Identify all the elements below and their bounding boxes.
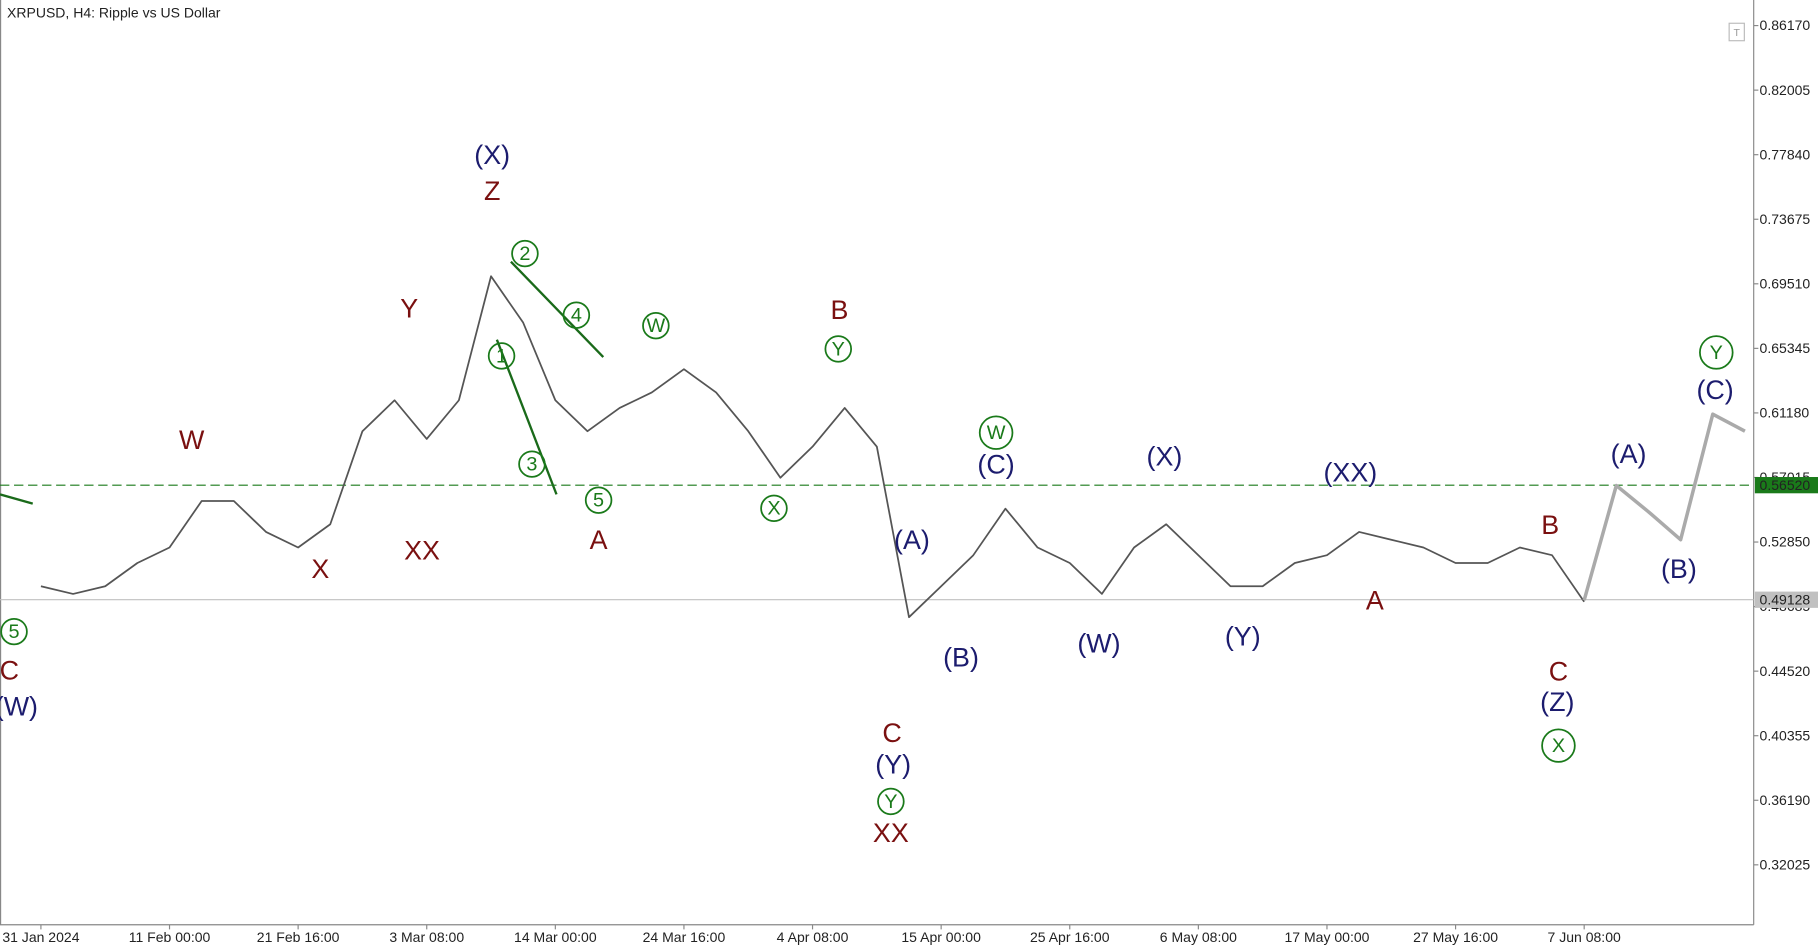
wave-circle: [978, 415, 1014, 450]
wave-label: 3: [526, 454, 537, 476]
wave-label: (X): [1147, 441, 1183, 471]
wave-label: X: [311, 554, 329, 584]
price-tag: [1754, 477, 1818, 494]
y-tick-label: 0.52850: [1760, 534, 1811, 550]
wave-label: (X): [474, 140, 510, 170]
wave-label: (B): [943, 643, 979, 673]
wave-label: 4: [571, 305, 582, 327]
wave-label: (A): [1611, 439, 1647, 469]
chart-title: XRPUSD, H4: Ripple vs US Dollar: [7, 4, 221, 20]
wave-label: (Y): [1225, 622, 1261, 652]
wave-label: (A): [894, 525, 930, 555]
x-tick-label: 17 May 00:00: [1284, 929, 1369, 945]
y-tick-label: 0.69510: [1760, 275, 1811, 291]
y-tick-label: 0.86170: [1760, 17, 1811, 33]
wave-label: Y: [1710, 342, 1723, 364]
wave-circle: [487, 342, 516, 370]
wave-circle: [1541, 728, 1576, 763]
wave-label: W: [179, 425, 205, 455]
wave-label: 5: [593, 490, 604, 512]
trend-lines: [0, 260, 605, 505]
y-tick-label: 0.82005: [1760, 82, 1811, 98]
y-tick-label: 0.65345: [1760, 340, 1811, 356]
wave-label: Y: [884, 791, 897, 813]
y-tick-label: 0.44520: [1760, 663, 1811, 679]
wave-label: A: [590, 525, 608, 555]
wave-label: Y: [832, 338, 845, 360]
y-tick-label: 0.77840: [1760, 146, 1811, 162]
y-tick-label: 0.32025: [1760, 857, 1811, 873]
wave-circle: [824, 335, 853, 363]
x-tick-label: 11 Feb 00:00: [129, 929, 211, 945]
price-tag-label: 0.56520: [1760, 477, 1811, 493]
wave-label: (Z): [1540, 687, 1574, 717]
x-tick-label: 3 Mar 08:00: [389, 929, 464, 945]
wave-circle: [642, 312, 670, 340]
wave-label: C: [882, 718, 901, 748]
wave-label: (B): [1661, 554, 1697, 584]
y-tick-label: 0.61180: [1760, 405, 1810, 421]
trend-line: [510, 260, 605, 358]
wave-label: X: [1552, 735, 1565, 757]
wave-label: 5: [8, 621, 19, 643]
toolbar-icon: T: [1734, 28, 1741, 39]
trend-line: [495, 339, 558, 495]
price-line-series: [40, 275, 1585, 619]
wave-circle: [584, 486, 613, 514]
price-line-series: [1582, 412, 1746, 601]
x-tick-label: 31 Jan 2024: [2, 929, 79, 945]
wave-label: Z: [484, 176, 500, 206]
y-tick-label: 0.36190: [1760, 792, 1811, 808]
wave-circle: [877, 787, 905, 816]
x-tick-label: 24 Mar 16:00: [643, 929, 726, 945]
wave-label: W: [987, 422, 1006, 444]
wave-label: W: [647, 315, 666, 337]
wave-label: X: [767, 498, 780, 520]
toolbar-button[interactable]: [1728, 22, 1745, 42]
y-tick-label: 0.73675: [1760, 211, 1811, 227]
x-tick-label: 21 Feb 16:00: [257, 929, 340, 945]
wave-label: (C): [1696, 375, 1733, 405]
wave-label: C: [1549, 657, 1568, 687]
wave-circle: [760, 494, 788, 522]
wave-label: A: [1366, 586, 1384, 616]
wave-circle: [1699, 335, 1734, 370]
wave-label: 1: [496, 345, 507, 367]
wave-circle: [511, 239, 539, 268]
wave-label: B: [830, 295, 848, 325]
wave-label: (XX): [1323, 458, 1377, 488]
wave-label: Y: [400, 294, 418, 324]
x-tick-label: 25 Apr 16:00: [1030, 929, 1110, 945]
wave-label: XX: [404, 536, 440, 566]
wave-label: (W): [1077, 629, 1120, 659]
wave-label: 2: [519, 243, 530, 265]
wave-label: (W): [0, 692, 38, 722]
price-tag: [1754, 591, 1818, 608]
y-tick-label: 0.40355: [1760, 727, 1811, 743]
x-tick-label: 27 May 16:00: [1413, 929, 1498, 945]
x-tick-label: 7 Jun 08:00: [1548, 929, 1621, 945]
x-tick-label: 14 Mar 00:00: [514, 929, 597, 945]
x-tick-label: 15 Apr 00:00: [901, 929, 981, 945]
wave-label: (Y): [875, 750, 911, 780]
wave-label: B: [1541, 510, 1559, 540]
trend-line: [0, 493, 34, 505]
wave-circle: [0, 617, 28, 646]
wave-circle: [518, 450, 546, 478]
wave-label: XX: [873, 818, 909, 848]
wave-label: (C): [977, 450, 1014, 480]
x-tick-label: 4 Apr 08:00: [777, 929, 849, 945]
x-tick-label: 6 May 08:00: [1160, 929, 1237, 945]
wave-label: C: [0, 655, 19, 685]
price-tag-label: 0.49128: [1760, 591, 1811, 607]
wave-circle: [562, 301, 591, 329]
